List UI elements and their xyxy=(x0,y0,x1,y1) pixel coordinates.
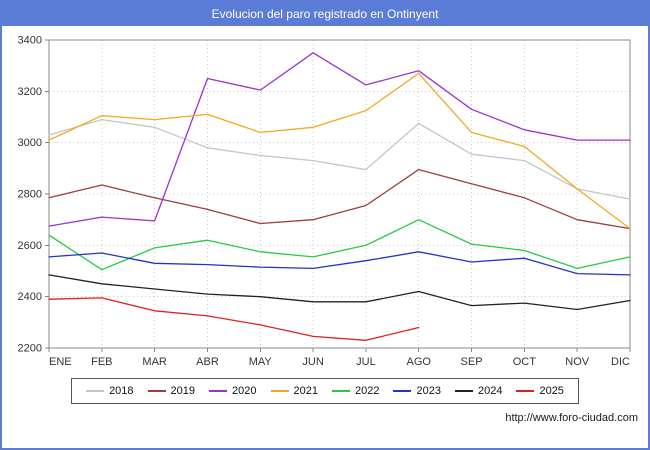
legend-swatch-2023 xyxy=(393,390,412,392)
legend-label: 2021 xyxy=(293,385,318,397)
legend-swatch-2018 xyxy=(86,390,105,392)
legend: 2018 2019 2020 2021 2022 2023 2024 2025 xyxy=(71,378,579,404)
legend-item-2019: 2019 xyxy=(147,385,196,397)
legend-item-2023: 2023 xyxy=(393,385,441,397)
series-line-2021 xyxy=(48,72,631,230)
y-tick-label: 2800 xyxy=(18,189,42,201)
legend-row: 2018 2019 2020 2021 2022 2023 2024 2025 xyxy=(2,378,648,404)
x-tick-label: SEP xyxy=(461,356,483,368)
footer: http://www.foro-ciudad.com xyxy=(2,412,648,424)
chart-title: Evolucion del paro registrado en Ontinye… xyxy=(2,2,648,26)
legend-swatch-2025 xyxy=(516,390,535,392)
legend-item-2020: 2020 xyxy=(209,385,257,397)
y-tick-label: 3000 xyxy=(18,137,42,149)
legend-label: 2024 xyxy=(477,385,503,397)
x-tick-label: MAY xyxy=(249,356,273,368)
x-tick-label: AGO xyxy=(407,356,432,368)
legend-swatch-2021 xyxy=(270,390,289,392)
series-line-2020 xyxy=(48,52,631,227)
legend-label: 2023 xyxy=(416,385,441,397)
series-line-2018 xyxy=(48,118,631,200)
y-tick-label: 3400 xyxy=(18,35,42,47)
y-tick-label: 3200 xyxy=(18,86,42,98)
x-tick-label: JUN xyxy=(302,356,323,368)
series-line-2024 xyxy=(48,274,631,311)
footer-url-link[interactable]: http://www.foro-ciudad.com xyxy=(505,412,638,424)
y-tick-label: 2200 xyxy=(18,343,42,355)
legend-item-2025: 2025 xyxy=(516,385,564,397)
legend-item-2024: 2024 xyxy=(454,385,503,397)
legend-swatch-2024 xyxy=(454,390,473,392)
x-tick-label: DIC xyxy=(611,356,630,368)
legend-item-2022: 2022 xyxy=(332,385,379,397)
series-line-2023 xyxy=(48,251,631,276)
x-tick-label: MAR xyxy=(142,356,167,368)
legend-swatch-2019 xyxy=(147,390,166,392)
legend-item-2021: 2021 xyxy=(270,385,318,397)
y-tick-label: 2400 xyxy=(18,291,42,303)
legend-swatch-2022 xyxy=(332,390,350,392)
x-tick-label: NOV xyxy=(565,356,590,368)
legend-label: 2018 xyxy=(109,385,134,397)
line-chart: 2200 2400 2600 2800 3000 3200 3400 ENE FEB MAR ABR… xyxy=(18,35,631,368)
legend-item-2018: 2018 xyxy=(86,385,134,397)
legend-label: 2020 xyxy=(232,385,257,397)
legend-label: 2022 xyxy=(355,385,380,397)
x-tick-label: FEB xyxy=(91,356,112,368)
plot-container: 2200 2400 2600 2800 3000 3200 3400 ENE FEB MAR ABR… xyxy=(2,26,648,374)
x-tick-label: ENE xyxy=(49,356,72,368)
x-tick-label: OCT xyxy=(513,356,537,368)
series-line-2025 xyxy=(48,297,420,341)
legend-swatch-2020 xyxy=(209,390,228,392)
legend-label: 2019 xyxy=(170,385,196,397)
x-tick-label: JUL xyxy=(356,356,376,368)
series-line-2019 xyxy=(48,168,631,230)
legend-label: 2025 xyxy=(539,385,564,397)
x-tick-label: ABR xyxy=(196,356,219,368)
y-tick-label: 2600 xyxy=(18,240,42,252)
series-line-2022 xyxy=(48,219,631,271)
